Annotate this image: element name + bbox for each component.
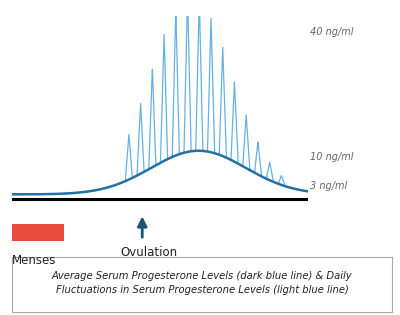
Text: 40 ng/ml: 40 ng/ml (310, 27, 354, 37)
Text: Average Serum Progesterone Levels (dark blue line) & Daily
Fluctuations in Serum: Average Serum Progesterone Levels (dark … (52, 271, 352, 295)
Text: 3 ng/ml: 3 ng/ml (310, 181, 347, 191)
Text: 10 ng/ml: 10 ng/ml (310, 152, 354, 162)
Text: Menses: Menses (12, 254, 56, 266)
Text: Ovulation: Ovulation (120, 246, 177, 259)
